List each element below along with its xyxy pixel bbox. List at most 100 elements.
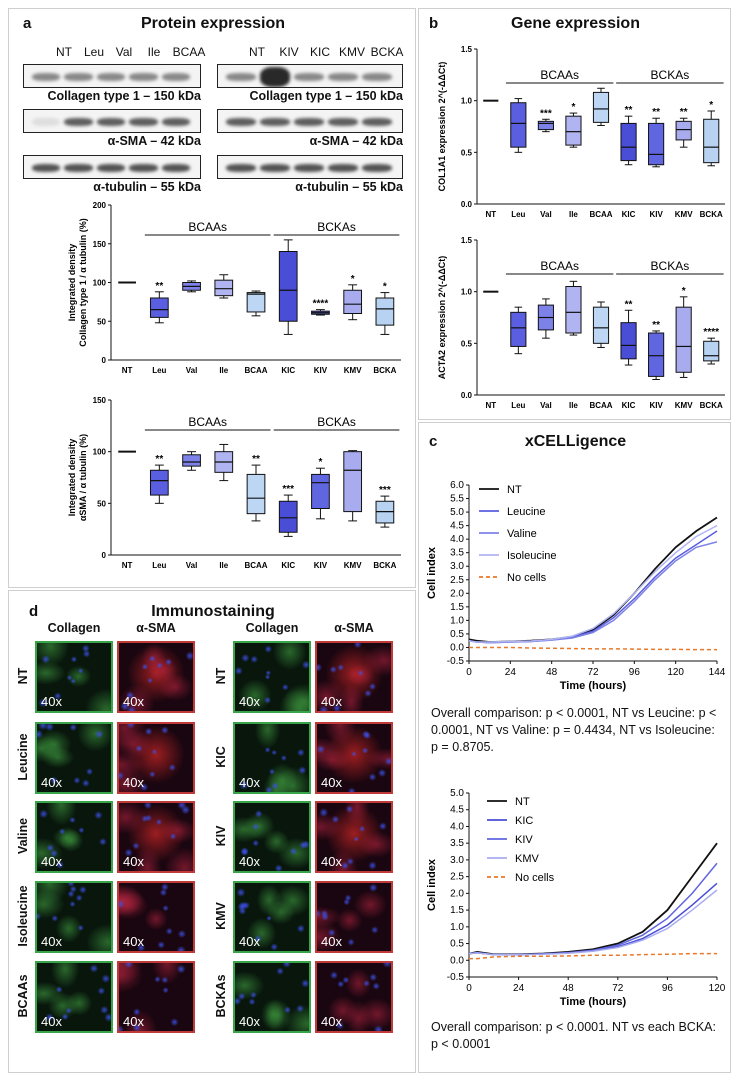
series-line-isoleucine xyxy=(468,524,718,643)
lanes-right: NT KIV KIC KMV BCKA xyxy=(241,45,405,59)
y-tick-label: 3.5 xyxy=(450,838,464,849)
box-kiv xyxy=(311,473,330,509)
y-axis-label: Integrated density xyxy=(67,439,77,517)
magnification-label: 40x xyxy=(321,694,342,709)
y-tick-label: 4.0 xyxy=(450,534,464,545)
x-tick-label: NT xyxy=(485,210,496,219)
box-bcka xyxy=(703,118,720,164)
panel-letter-d: d xyxy=(29,603,39,620)
blot-band xyxy=(64,73,93,81)
western-blot-image xyxy=(23,155,201,179)
y-tick-label: 4.5 xyxy=(450,805,464,816)
magnification-label: 40x xyxy=(239,1014,260,1029)
magnification-label: 40x xyxy=(321,934,342,949)
y-tick-label: 0.5 xyxy=(450,939,464,950)
asma-micrograph: 40x xyxy=(117,881,195,953)
x-tick-label: Ile xyxy=(569,401,578,410)
blot-band xyxy=(129,164,158,172)
blot-band xyxy=(32,118,61,126)
blot-band xyxy=(96,73,126,81)
lane-label: Ile xyxy=(147,45,161,59)
row-label: NT xyxy=(214,667,228,685)
blot-band xyxy=(161,73,190,81)
x-tick-label: 48 xyxy=(546,667,558,678)
x-tick-label: BCKA xyxy=(700,210,723,219)
y-axis-label: αSMA / α tubulin (%) xyxy=(78,434,88,521)
y-tick-label: 0.0 xyxy=(461,391,473,400)
group-label: BCAAs xyxy=(188,220,227,234)
collagen-micrograph: 40x xyxy=(233,641,311,713)
box-kmv xyxy=(343,451,363,513)
x-tick-label: KMV xyxy=(675,210,693,219)
row-label: Leucine xyxy=(16,733,30,781)
blot-band xyxy=(226,118,256,126)
x-tick-label: KIC xyxy=(622,401,636,410)
row-label: BCAAs xyxy=(16,974,30,1018)
y-tick-label: 200 xyxy=(93,201,107,210)
panel-xcelligence: c xCELLigence -0.5 0.0 0.5 1.0 1.5 2.0 2.5 3.0 3… xyxy=(418,422,731,1073)
blot-band xyxy=(64,164,93,172)
y-tick-label: 2.0 xyxy=(450,588,464,599)
x-tick-label: 120 xyxy=(667,667,684,678)
box-bcaa xyxy=(592,91,610,123)
magnification-label: 40x xyxy=(41,934,62,949)
panel-a-title: Protein expression xyxy=(140,15,286,32)
y-tick-label: 5.0 xyxy=(450,507,464,518)
blot-band xyxy=(129,118,158,126)
x-tick-label: BCAA xyxy=(244,561,267,570)
panel-protein-expression: a Protein expression NT Leu Val Ile BCAA… xyxy=(8,8,416,588)
blot-band xyxy=(362,73,392,81)
lane-label: BCKA xyxy=(370,45,404,59)
x-tick-label: BCAA xyxy=(589,210,612,219)
magnification-label: 40x xyxy=(321,854,342,869)
significance-label: ** xyxy=(155,281,163,292)
significance-label: ** xyxy=(625,299,633,310)
group-label: BCAAs xyxy=(540,259,579,273)
significance-label: ** xyxy=(155,454,163,465)
asma-micrograph: 40x xyxy=(315,722,393,794)
box-ile xyxy=(565,286,582,334)
box-kic xyxy=(620,322,637,360)
blot-band xyxy=(328,73,358,81)
y-tick-label: 0.0 xyxy=(450,642,464,653)
asma-micrograph: 40x xyxy=(315,801,393,873)
significance-label: ** xyxy=(625,105,633,116)
blot-band xyxy=(260,67,290,87)
legend-entry: NT xyxy=(515,796,530,808)
y-tick-label: 100 xyxy=(93,279,107,288)
significance-label: * xyxy=(383,282,387,293)
y-tick-label: 4.0 xyxy=(450,821,464,832)
significance-label: ** xyxy=(252,454,260,465)
blot-band xyxy=(64,118,93,126)
xcelligence-bcaa-linechart: -0.5 0.0 0.5 1.0 1.5 2.0 2.5 3.0 3.5 4.0 4.5 5.0 5.5… xyxy=(426,480,726,692)
row-label: KIV xyxy=(214,825,228,847)
x-tick-label: 72 xyxy=(612,983,624,994)
magnification-label: 40x xyxy=(239,694,260,709)
legend-entry: Leucine xyxy=(507,506,546,518)
x-tick-label: BCAA xyxy=(244,366,267,375)
significance-label: *** xyxy=(282,484,294,495)
x-tick-label: 48 xyxy=(563,983,575,994)
blot-label: α-tubulin – 55 kDa xyxy=(93,180,201,194)
y-tick-label: 150 xyxy=(93,396,107,405)
y-tick-label: 0.5 xyxy=(461,148,473,157)
collagen-protein-boxplot: 0 50 100 150 200 Integrated density Collagen t… xyxy=(67,201,401,375)
significance-label: * xyxy=(318,457,322,468)
significance-label: * xyxy=(709,100,713,111)
blot-band xyxy=(328,118,358,126)
y-tick-label: 2.0 xyxy=(450,888,464,899)
x-tick-label: Leu xyxy=(152,366,166,375)
blot-label: α-tubulin – 55 kDa xyxy=(295,180,403,194)
box-leu xyxy=(510,311,527,347)
collagen-micrograph: 40x xyxy=(35,961,113,1033)
blot-band xyxy=(328,164,358,172)
panel-letter-c: c xyxy=(429,433,438,450)
asma-micrograph: 40x xyxy=(315,881,393,953)
box-bcka xyxy=(703,340,720,362)
blot-band xyxy=(362,118,392,126)
box-leu xyxy=(510,102,527,148)
box-bcaa xyxy=(246,473,266,515)
panel-c-title: xCELLigence xyxy=(524,433,627,450)
blot-band xyxy=(96,164,126,172)
panel-letter-a: a xyxy=(23,15,32,32)
